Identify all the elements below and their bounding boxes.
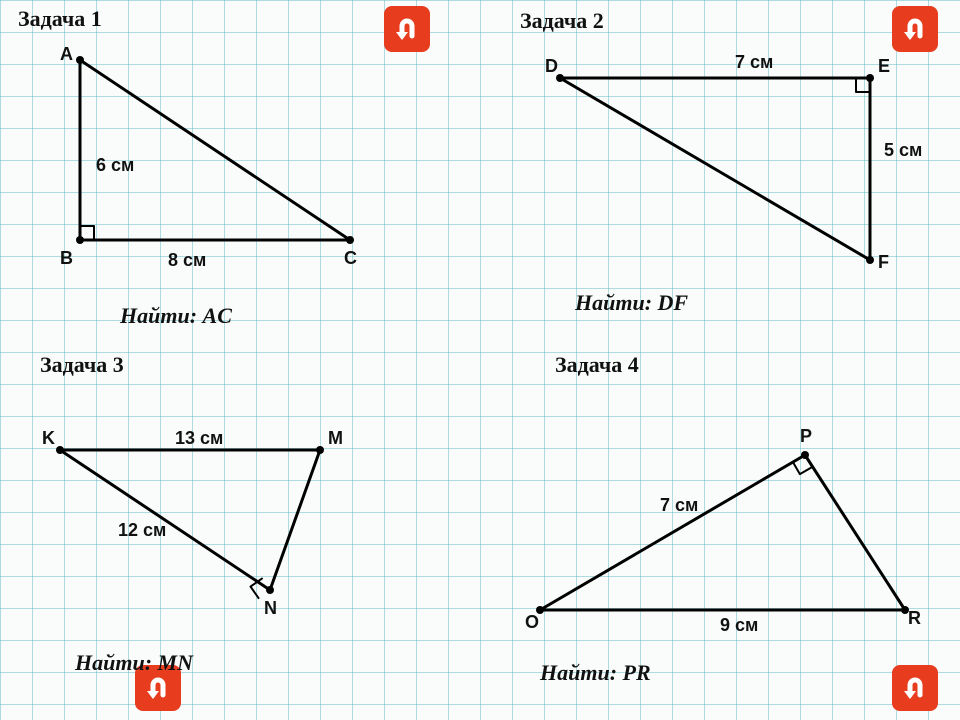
- side-OP-measure: 7 см: [660, 495, 698, 516]
- vertex-R: R: [908, 608, 921, 629]
- triangle-4: [0, 350, 960, 680]
- find-label: Найти:: [540, 660, 617, 685]
- find-label: Найти:: [575, 290, 652, 315]
- vertex-E: E: [878, 56, 890, 77]
- vertex-P: P: [800, 426, 812, 447]
- vertex-F: F: [878, 252, 889, 273]
- find-var: DF: [658, 290, 689, 315]
- problem-2-find: Найти: DF: [575, 290, 688, 316]
- side-DE-measure: 7 см: [735, 52, 773, 73]
- vertex-O: O: [525, 612, 539, 633]
- vertex-D: D: [545, 56, 558, 77]
- find-var: PR: [623, 660, 651, 685]
- problem-4-find: Найти: PR: [540, 660, 651, 686]
- triangle-2: [0, 0, 960, 330]
- side-EF-measure: 5 см: [884, 140, 922, 161]
- side-OR-measure: 9 см: [720, 615, 758, 636]
